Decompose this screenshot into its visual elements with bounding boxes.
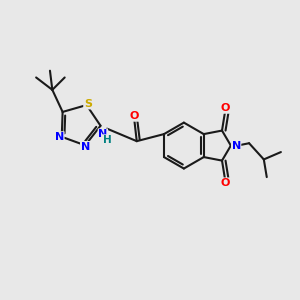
Text: S: S xyxy=(84,99,92,109)
Text: O: O xyxy=(220,103,230,113)
Text: H: H xyxy=(103,135,111,145)
Text: N: N xyxy=(81,142,90,152)
Text: O: O xyxy=(220,178,230,188)
Text: N: N xyxy=(232,141,241,151)
Text: N: N xyxy=(55,132,64,142)
Text: O: O xyxy=(130,111,139,121)
Text: N: N xyxy=(98,129,107,139)
